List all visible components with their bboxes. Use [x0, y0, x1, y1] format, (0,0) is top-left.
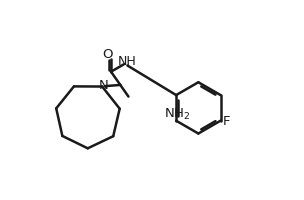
- Text: F: F: [222, 115, 230, 128]
- Text: O: O: [102, 48, 113, 61]
- Text: NH$_2$: NH$_2$: [164, 107, 190, 122]
- Text: N: N: [98, 79, 108, 92]
- Text: NH: NH: [117, 55, 136, 68]
